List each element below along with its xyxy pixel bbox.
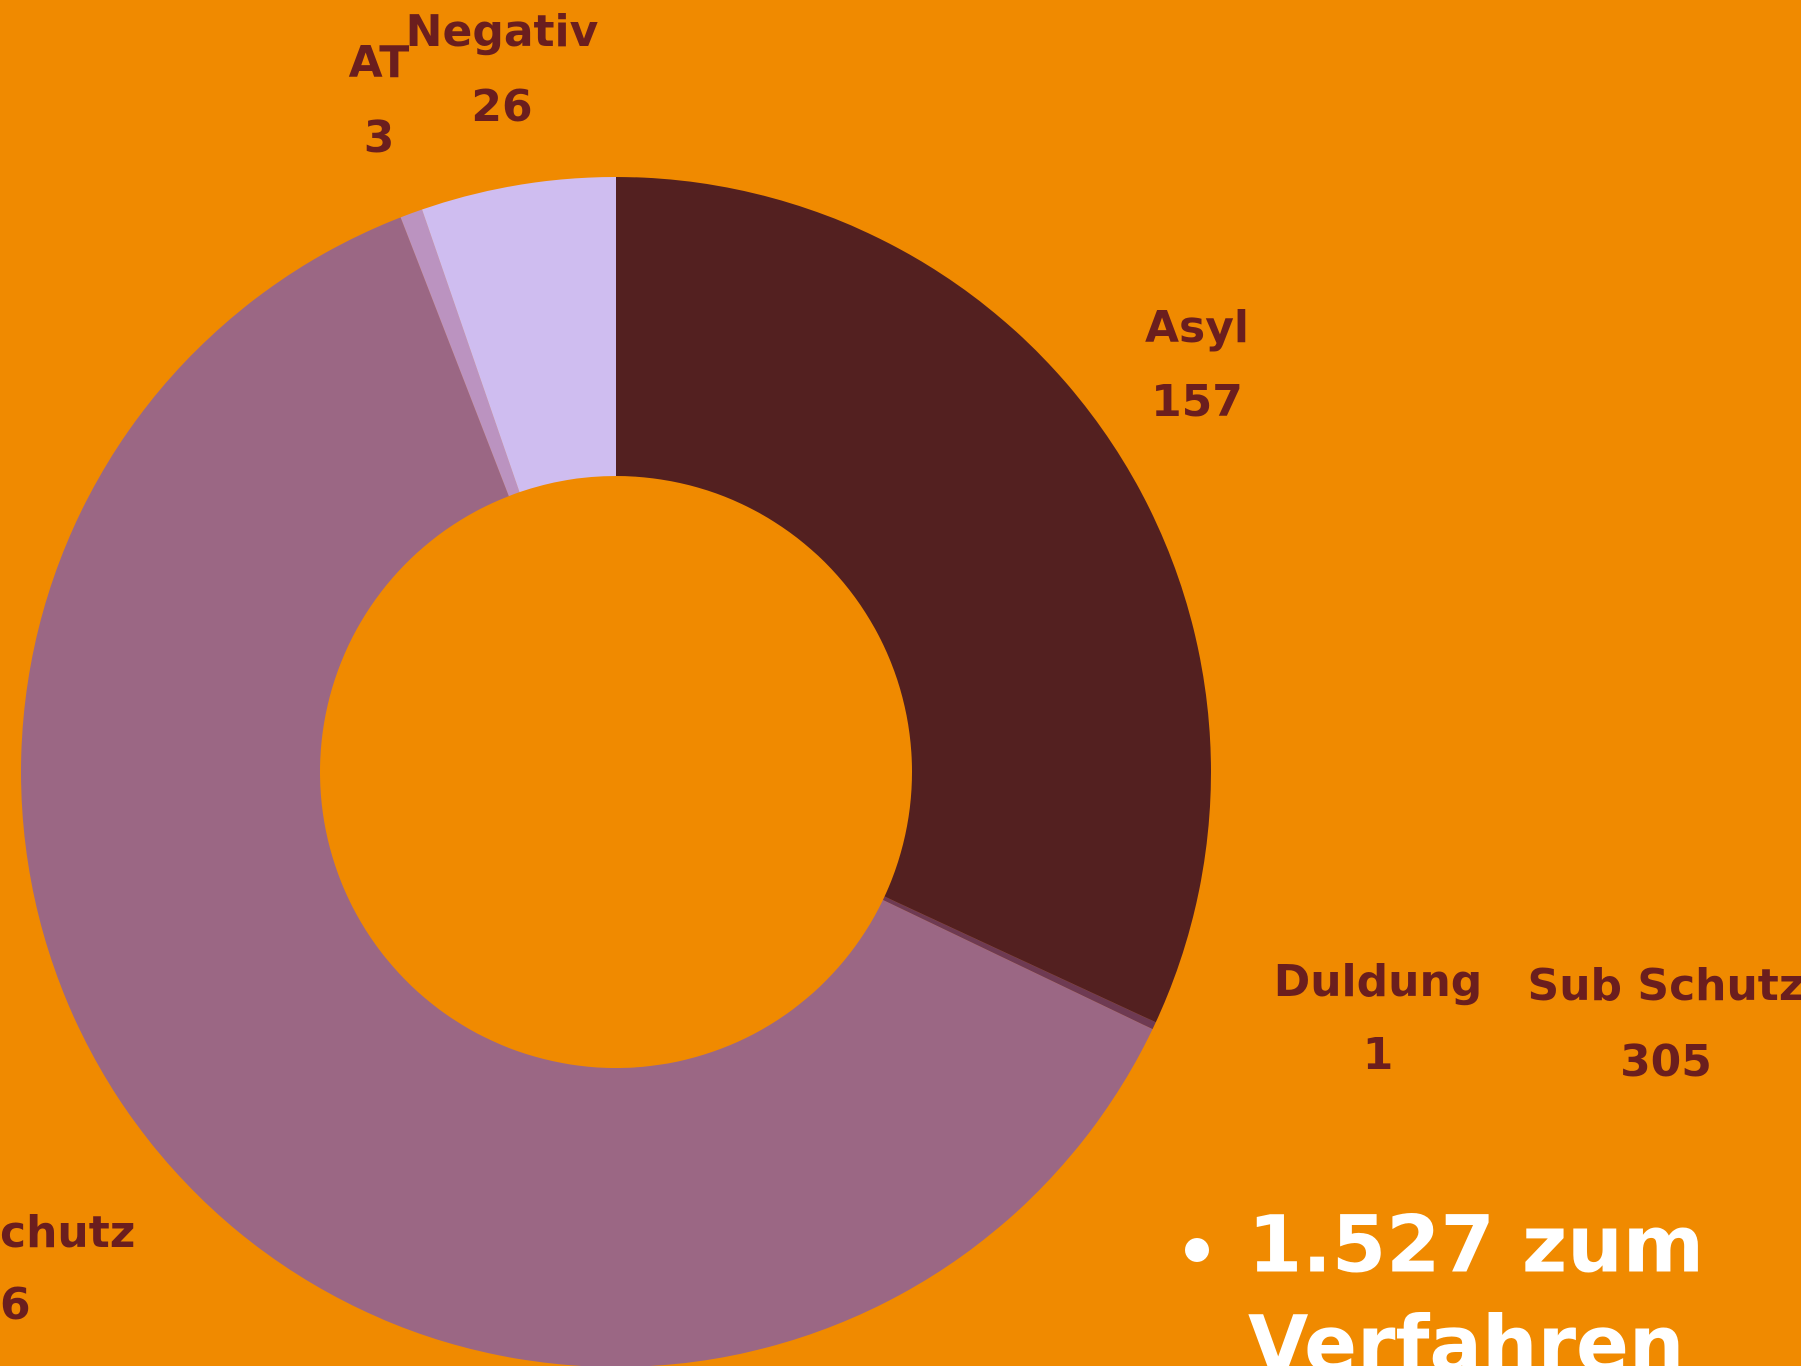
bullet-dot xyxy=(1185,1238,1209,1262)
slice-value: 1 xyxy=(1363,1029,1394,1080)
cropped-value: 6 xyxy=(0,1279,31,1330)
donut-slice xyxy=(400,209,520,497)
cropped-label: chutz xyxy=(0,1207,135,1258)
slice-value: 305 xyxy=(1620,1036,1712,1087)
donut-slice xyxy=(882,896,1156,1030)
slice-value: 26 xyxy=(471,81,532,132)
slice-value: 3 xyxy=(364,112,395,163)
slice-value: 157 xyxy=(1151,376,1243,427)
slice-label: Negativ xyxy=(406,6,599,57)
donut-slice xyxy=(422,177,616,493)
bullet-text: Verfahren xyxy=(1248,1300,1684,1366)
slice-label: Asyl xyxy=(1145,302,1249,353)
donut-slice xyxy=(21,217,1153,1366)
slice-label: Sub Schutz xyxy=(1528,960,1801,1011)
donut-slice xyxy=(616,177,1211,1023)
slice-label: AT xyxy=(349,37,410,88)
slice-label: Duldung xyxy=(1274,956,1483,1007)
bullet-text: 1.527 zum xyxy=(1248,1200,1704,1290)
